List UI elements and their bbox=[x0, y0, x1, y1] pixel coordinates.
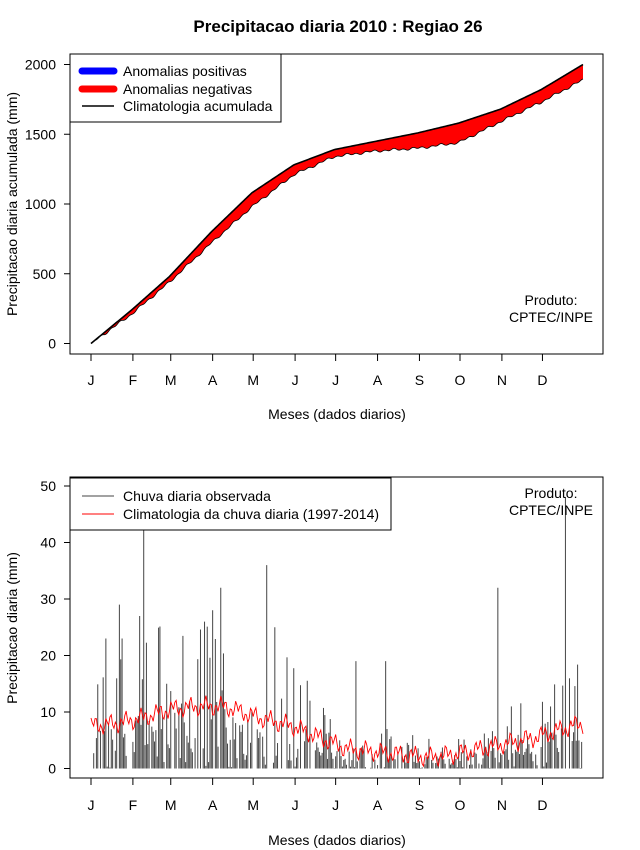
x-tick-label-bottom: M bbox=[247, 797, 259, 813]
legend-label-bottom: Climatologia da chuva diaria (1997-2014) bbox=[123, 506, 379, 522]
observed-cumulative-line bbox=[90, 78, 584, 344]
y-tick-label-top: 0 bbox=[48, 336, 56, 352]
observed-daily-bars bbox=[93, 497, 583, 769]
plot-frame-bottom bbox=[69, 476, 604, 779]
chart-title: Precipitacao diaria 2010 : Regiao 26 bbox=[193, 17, 482, 36]
x-tick-label-top: M bbox=[165, 372, 177, 388]
y-tick-label-bottom: 40 bbox=[40, 535, 56, 551]
legend-label-top: Anomalias positivas bbox=[123, 63, 247, 79]
climatology-daily-line bbox=[90, 695, 584, 768]
x-tick-label-top: D bbox=[537, 372, 547, 388]
legend-label-top: Anomalias negativas bbox=[123, 81, 252, 97]
x-tick-label-bottom: J bbox=[292, 797, 299, 813]
x-tick-label-top: J bbox=[88, 372, 95, 388]
x-tick-label-bottom: J bbox=[332, 797, 339, 813]
x-tick-label-top: A bbox=[373, 372, 383, 388]
legend-label-bottom: Chuva diaria observada bbox=[123, 488, 271, 504]
x-tick-label-bottom: M bbox=[165, 797, 177, 813]
annotation-produto-top: Produto: bbox=[525, 292, 578, 308]
y-tick-label-top: 500 bbox=[33, 266, 57, 282]
x-tick-label-top: J bbox=[292, 372, 299, 388]
negative-anomaly-area bbox=[91, 64, 583, 344]
x-tick-label-bottom: D bbox=[537, 797, 547, 813]
y-tick-label-top: 1500 bbox=[25, 126, 56, 142]
x-tick-label-bottom: F bbox=[129, 797, 138, 813]
x-tick-label-top: J bbox=[332, 372, 339, 388]
x-axis-label-bottom: Meses (dados diarios) bbox=[268, 832, 406, 848]
x-tick-label-top: A bbox=[208, 372, 218, 388]
y-tick-label-top: 1000 bbox=[25, 196, 56, 212]
x-tick-label-bottom: A bbox=[208, 797, 218, 813]
y-tick-label-top: 2000 bbox=[25, 57, 56, 73]
y-tick-label-bottom: 30 bbox=[40, 591, 56, 607]
x-tick-label-bottom: S bbox=[415, 797, 424, 813]
x-tick-label-top: N bbox=[497, 372, 507, 388]
x-tick-label-bottom: J bbox=[88, 797, 95, 813]
y-axis-label-bottom: Precipitacao diaria (mm) bbox=[4, 552, 20, 704]
legend-label-top: Climatologia acumulada bbox=[123, 98, 273, 114]
x-tick-label-top: O bbox=[455, 372, 466, 388]
x-tick-label-top: M bbox=[247, 372, 259, 388]
x-axis-label-top: Meses (dados diarios) bbox=[268, 406, 406, 422]
x-tick-label-bottom: N bbox=[497, 797, 507, 813]
y-axis-label-top: Precipitacao diaria acumulada (mm) bbox=[4, 92, 20, 316]
annotation-produto-bottom: Produto: bbox=[525, 485, 578, 501]
annotation-cptec-top: CPTEC/INPE bbox=[509, 309, 593, 325]
x-tick-label-top: F bbox=[129, 372, 138, 388]
y-tick-label-bottom: 0 bbox=[48, 761, 56, 777]
y-tick-label-bottom: 50 bbox=[40, 478, 56, 494]
y-tick-label-bottom: 20 bbox=[40, 648, 56, 664]
x-tick-label-top: S bbox=[415, 372, 424, 388]
x-tick-label-bottom: A bbox=[373, 797, 383, 813]
climatology-cumulative-line bbox=[90, 63, 584, 345]
legend-box-bottom bbox=[69, 477, 392, 531]
x-tick-label-bottom: O bbox=[455, 797, 466, 813]
annotation-cptec-bottom: CPTEC/INPE bbox=[509, 502, 593, 518]
y-tick-label-bottom: 10 bbox=[40, 704, 56, 720]
